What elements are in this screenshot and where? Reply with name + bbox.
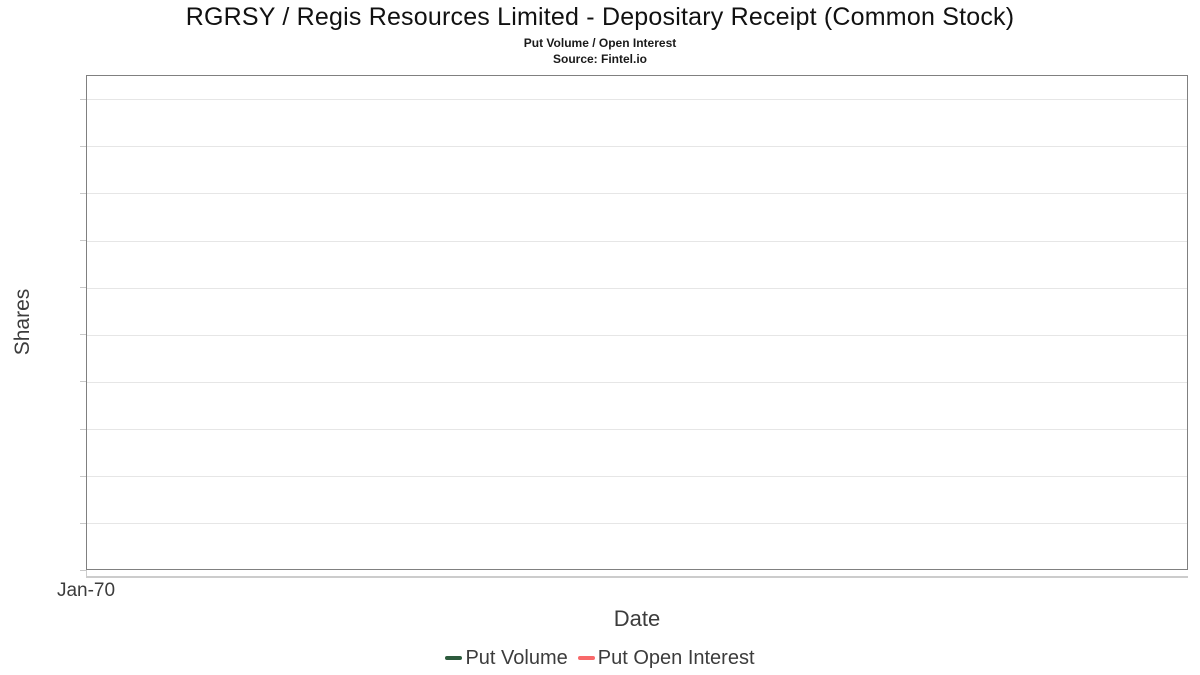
legend-label-put-open-interest: Put Open Interest [597,646,755,669]
gridline [87,146,1187,148]
gridline [87,476,1187,478]
put-open-interest-line-marker [577,656,595,660]
y-axis-title: Shares [11,288,34,356]
chart-subtitle: Put Volume / Open Interest [523,36,677,50]
legend-item-put-volume[interactable]: Put Volume [445,646,568,670]
put-volume-line-marker [445,656,463,660]
chart-title: RGRSY / Regis Resources Limited - Deposi… [185,3,1015,31]
x-axis-tick-mark [86,570,87,577]
plot-area [86,75,1188,570]
y-axis-tick-mark [80,570,86,571]
x-axis-title: Date [613,606,661,631]
gridline [87,381,1187,383]
gridline [87,334,1187,336]
gridline [87,240,1187,242]
gridline [87,523,1187,525]
legend-label-put-volume: Put Volume [465,646,568,669]
y-axis-tick-mark [80,145,86,147]
gridlines-layer [87,76,1187,569]
legend: Put Volume Put Open Interest [0,645,1200,671]
y-axis-tick-mark [80,381,86,383]
gridline [87,193,1187,195]
gridline [87,429,1187,431]
gridline [87,99,1187,101]
x-axis-tick-label: Jan-70 [56,580,116,601]
y-axis-tick-mark [80,287,86,289]
y-axis-tick-mark [80,240,86,241]
y-axis-tick-mark [80,98,86,100]
gridline [87,287,1187,289]
y-axis-tick-mark [80,475,86,477]
y-axis-tick-mark [80,192,86,194]
y-axis-tick-mark [80,522,86,524]
y-axis-tick-mark [80,334,86,336]
x-axis-line [86,576,1188,578]
chart-source-label: Source: Fintel.io [552,52,647,66]
y-axis-tick-mark [80,428,86,430]
legend-item-put-open-interest[interactable]: Put Open Interest [577,646,755,670]
